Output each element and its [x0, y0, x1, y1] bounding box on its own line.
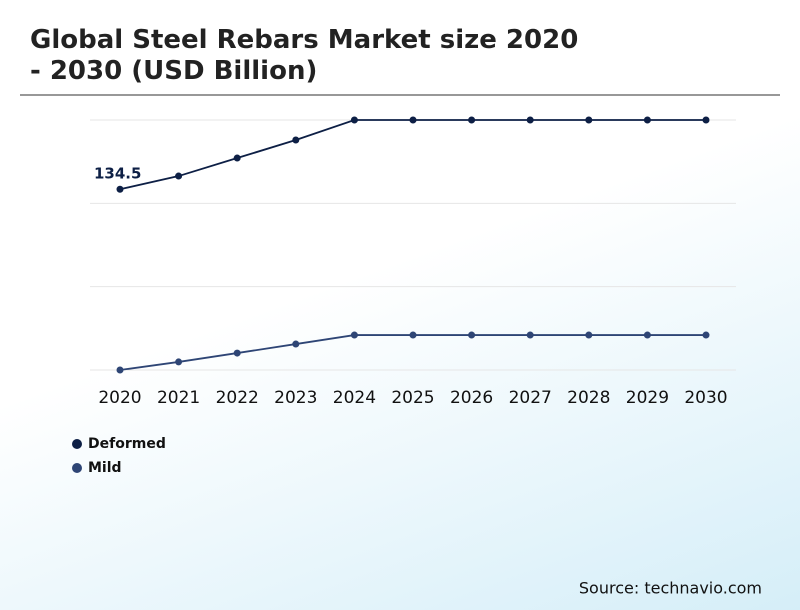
point: [468, 116, 476, 124]
x-tick-label: 2021: [157, 388, 200, 408]
x-tick-label: 2020: [98, 388, 141, 408]
x-tick-label: 2025: [391, 388, 434, 408]
chart-title: Global Steel Rebars Market size 2020- 20…: [30, 25, 578, 86]
series-line: [119, 334, 706, 371]
x-tick-label: 2023: [274, 388, 317, 408]
point: [116, 185, 124, 193]
point: [292, 340, 300, 348]
point: [526, 116, 534, 124]
x-tick-label: 2029: [626, 388, 669, 408]
point: [175, 172, 183, 180]
point: [292, 136, 300, 144]
x-tick-label: 2024: [333, 388, 376, 408]
point: [702, 116, 710, 124]
point: [116, 366, 124, 374]
point: [409, 116, 417, 124]
legend-marker: [72, 439, 82, 449]
legend-label: Deformed: [88, 436, 166, 452]
point: [702, 331, 710, 339]
x-tick-label: 2028: [567, 388, 610, 408]
point: [643, 331, 651, 339]
legend-label: Mild: [88, 460, 122, 476]
point: [233, 349, 241, 357]
x-tick-label: 2026: [450, 388, 493, 408]
point: [643, 116, 651, 124]
series-line: [119, 119, 706, 191]
point: [175, 358, 183, 366]
point: [585, 116, 593, 124]
source: Source: technavio.com: [579, 579, 762, 598]
point: [468, 331, 476, 339]
point: [526, 331, 534, 339]
x-tick-label: 2022: [216, 388, 259, 408]
x-tick-label: 2030: [684, 388, 727, 408]
x-tick-label: 2027: [509, 388, 552, 408]
point: [409, 331, 417, 339]
point: [233, 154, 241, 162]
point: [350, 116, 358, 124]
value-label: 134.5: [94, 165, 141, 183]
point: [350, 331, 358, 339]
point: [585, 331, 593, 339]
legend-marker: [72, 463, 82, 473]
